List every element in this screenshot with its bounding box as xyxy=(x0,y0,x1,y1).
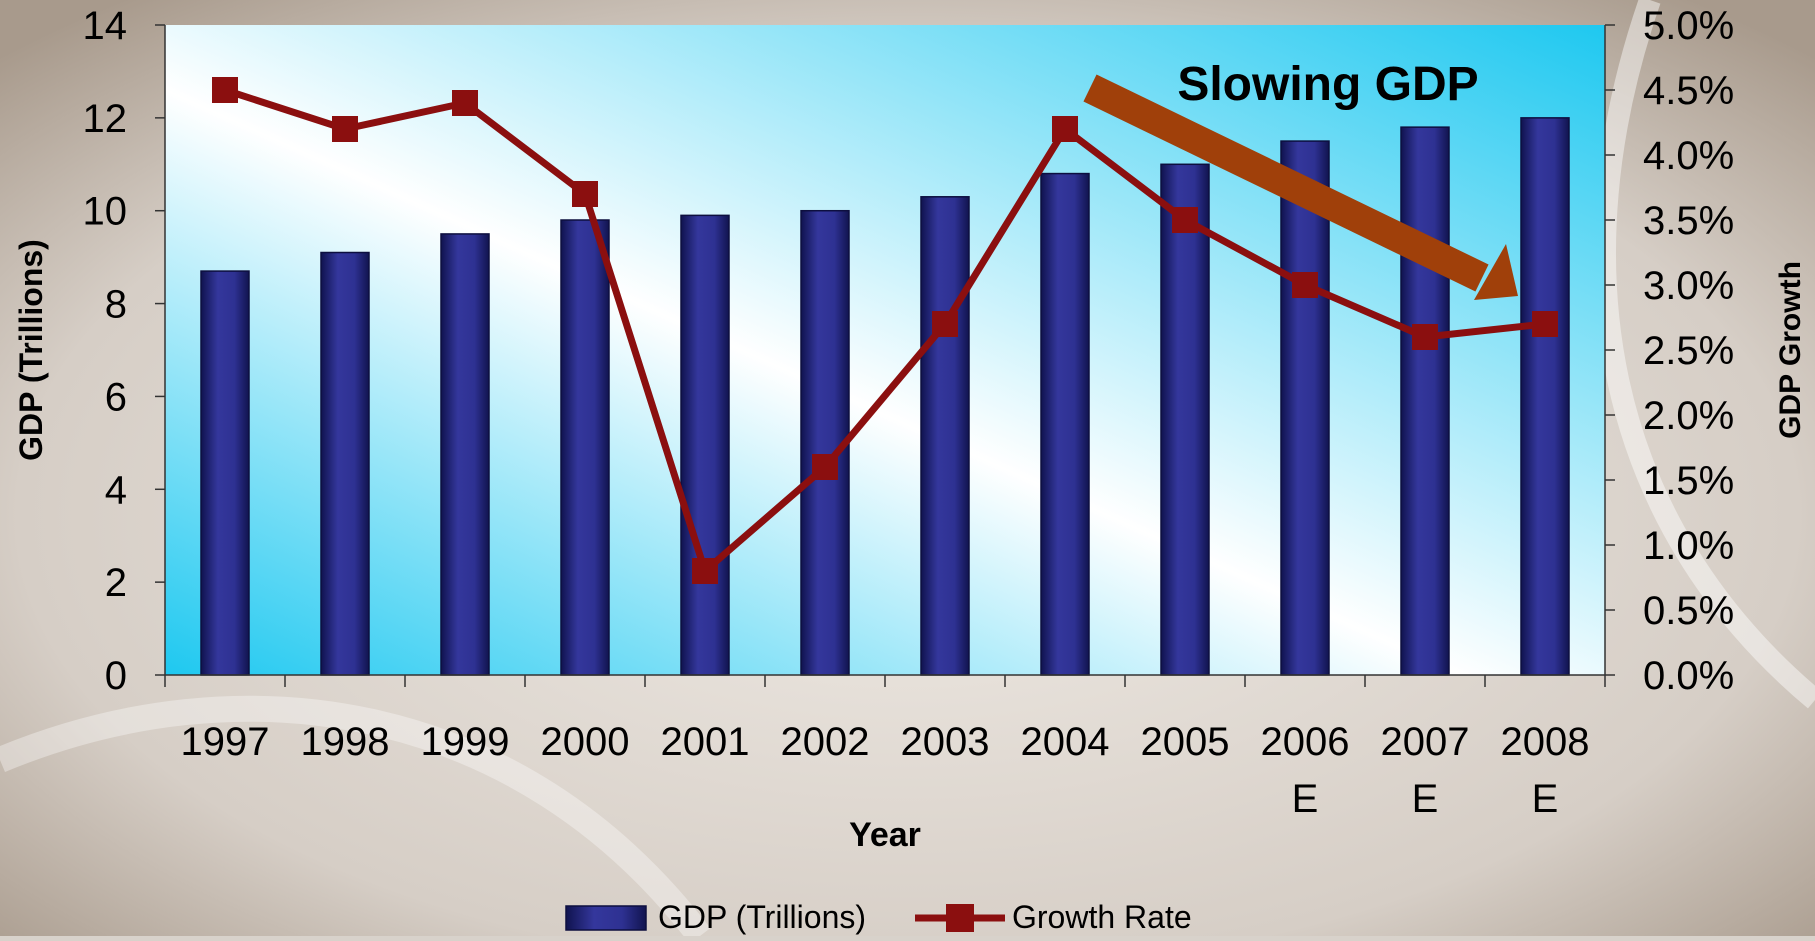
y-tick-label: 4 xyxy=(105,468,127,512)
growth-marker-2008 xyxy=(1532,311,1558,337)
growth-marker-1997 xyxy=(212,77,238,103)
y2-axis-title: GDP Growth xyxy=(1774,261,1807,439)
bar-series xyxy=(200,117,1570,676)
bar-2007 xyxy=(1400,126,1450,676)
bar-2008 xyxy=(1520,117,1570,676)
bar-1997 xyxy=(200,270,250,676)
y2-tick-label: 1.5% xyxy=(1643,459,1734,503)
y2-tick-label: 2.5% xyxy=(1643,329,1734,373)
y-axis-title: GDP (Trillions) xyxy=(13,239,49,461)
x-tick-label-2003: 2003 xyxy=(901,720,990,764)
growth-marker-2007 xyxy=(1412,324,1438,350)
growth-marker-2000 xyxy=(572,181,598,207)
bar-2005 xyxy=(1160,163,1210,676)
growth-marker-2006 xyxy=(1292,272,1318,298)
growth-rate-line xyxy=(223,86,1546,575)
bar-1999 xyxy=(440,233,490,676)
y2-tick-label: 2.0% xyxy=(1643,394,1734,438)
x-tick-label-1999: 1999 xyxy=(421,720,510,764)
growth-marker-2004 xyxy=(1052,116,1078,142)
y-tick-label: 0 xyxy=(105,654,127,698)
y-tick-label: 10 xyxy=(83,190,128,234)
x-axis-title: Year xyxy=(849,816,921,854)
x-tick-note-2006: E xyxy=(1292,777,1319,821)
y-tick-label: 12 xyxy=(83,97,128,141)
x-tick-label-1998: 1998 xyxy=(301,720,390,764)
x-tick-label-2006: 2006 xyxy=(1261,720,1350,764)
x-tick-label-2005: 2005 xyxy=(1141,720,1230,764)
y-tick-label: 2 xyxy=(105,561,127,605)
bar-2001 xyxy=(680,214,730,676)
growth-marker-2001 xyxy=(692,558,718,584)
x-tick-label-2001: 2001 xyxy=(661,720,750,764)
x-tick-label-2002: 2002 xyxy=(781,720,870,764)
y2-tick-label: 5.0% xyxy=(1643,4,1734,48)
y2-tick-label: 4.0% xyxy=(1643,134,1734,178)
legend-label-gdp: GDP (Trillions) xyxy=(658,899,866,935)
bar-2003 xyxy=(920,196,970,676)
legend: GDP (Trillions) Growth Rate xyxy=(565,899,1192,935)
x-tick-label-2004: 2004 xyxy=(1021,720,1110,764)
y2-tick-label: 1.0% xyxy=(1643,524,1734,568)
y2-tick-label: 0.0% xyxy=(1643,654,1734,698)
growth-marker-2003 xyxy=(932,311,958,337)
slowing-gdp-arrow xyxy=(1083,74,1518,300)
bar-2004 xyxy=(1040,172,1090,676)
bar-2000 xyxy=(560,219,610,676)
y2-tick-label: 0.5% xyxy=(1643,589,1734,633)
y-tick-label: 6 xyxy=(105,375,127,419)
line-series xyxy=(212,77,1558,584)
y2-tick-label: 4.5% xyxy=(1643,69,1734,113)
y2-tick-label: 3.5% xyxy=(1643,199,1734,243)
legend-line-marker xyxy=(946,904,974,932)
bar-1998 xyxy=(320,251,370,676)
annotation-text: Slowing GDP xyxy=(1177,58,1478,111)
axes: 0 2 4 6 8 10 12 14 0.0% 0.5% 1.0% 1.5% 2.0% 2.5% 3.0% 3… xyxy=(83,4,1735,821)
x-tick-label-2007: 2007 xyxy=(1381,720,1470,764)
x-tick-label-2008: 2008 xyxy=(1501,720,1590,764)
legend-label-growth: Growth Rate xyxy=(1012,899,1192,935)
y2-tick-label: 3.0% xyxy=(1643,264,1734,308)
growth-marker-2005 xyxy=(1172,207,1198,233)
y-tick-label: 8 xyxy=(105,283,127,327)
bar-2006 xyxy=(1280,140,1330,676)
background-swirl xyxy=(0,695,711,941)
plot-area xyxy=(165,25,1605,675)
background-swirl xyxy=(1594,0,1815,709)
legend-bar-swatch xyxy=(565,905,647,931)
growth-marker-1999 xyxy=(452,90,478,116)
x-tick-note-2008: E xyxy=(1532,777,1559,821)
x-tick-label-2000: 2000 xyxy=(541,720,630,764)
growth-marker-1998 xyxy=(332,116,358,142)
x-tick-note-2007: E xyxy=(1412,777,1439,821)
x-tick-label-1997: 1997 xyxy=(181,720,270,764)
y-tick-label: 14 xyxy=(83,4,128,48)
growth-marker-2002 xyxy=(812,454,838,480)
